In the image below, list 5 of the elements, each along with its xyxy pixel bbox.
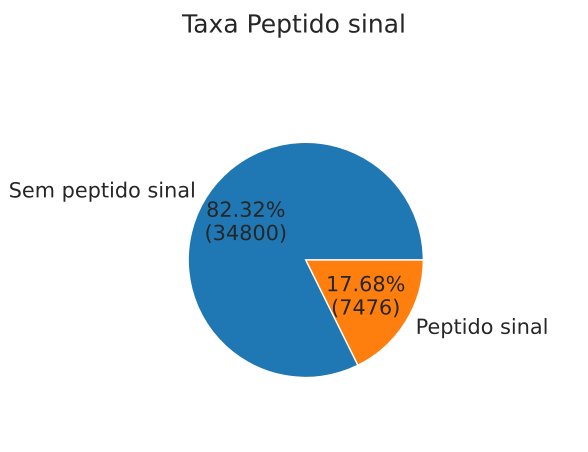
- slice-label: Sem peptido sinal: [10, 182, 194, 202]
- slice-label: Peptido sinal: [418, 318, 547, 338]
- data-label: 82.32% (34800): [206, 201, 286, 243]
- chart-title: Taxa Peptido sinal: [182, 14, 404, 38]
- data-label: 17.68% (7476): [328, 276, 404, 318]
